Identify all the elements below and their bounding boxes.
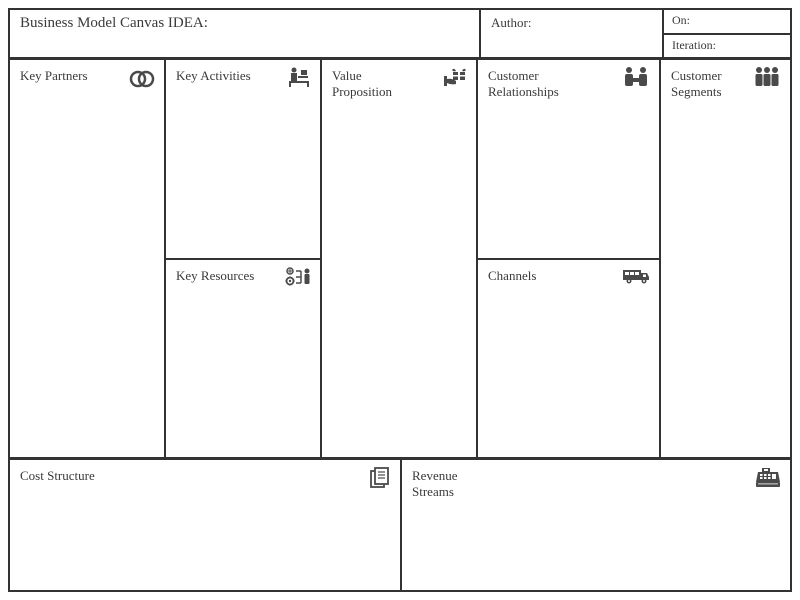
iteration-field: Iteration: [664, 35, 790, 58]
resources-icon [284, 266, 312, 288]
customer-relationships-label: Customer Relationships [488, 68, 568, 101]
business-model-canvas: Business Model Canvas IDEA: Author: On: … [8, 8, 792, 592]
date-field: On: [664, 10, 790, 35]
customer-segments-block: Customer Segments [661, 60, 790, 457]
gift-hand-icon [442, 66, 468, 88]
cost-structure-block: Cost Structure [10, 460, 402, 590]
customer-relationships-block: Customer Relationships [478, 60, 659, 260]
author-field: Author: [481, 10, 664, 57]
people-group-icon [752, 66, 782, 88]
cost-structure-label: Cost Structure [20, 468, 100, 484]
activities-column: Key Activities Key Resources [166, 60, 322, 457]
customer-segments-label: Customer Segments [671, 68, 751, 101]
revenue-streams-block: Revenue Streams [402, 460, 790, 590]
channels-block: Channels [478, 260, 659, 458]
truck-icon [621, 266, 651, 286]
channels-label: Channels [488, 268, 568, 284]
revenue-streams-label: Revenue Streams [412, 468, 492, 501]
handshake-icon [621, 66, 651, 88]
rings-icon [128, 66, 156, 88]
header-row: Business Model Canvas IDEA: Author: On: … [10, 10, 790, 60]
relationships-column: Customer Relationships Channels [478, 60, 661, 457]
middle-row: Key Partners Key Activities [10, 60, 790, 460]
value-proposition-block: Value Proposition [322, 60, 478, 457]
key-activities-label: Key Activities [176, 68, 256, 84]
canvas-title: Business Model Canvas IDEA: [10, 10, 481, 57]
bottom-row: Cost Structure Revenue Streams [10, 460, 790, 590]
key-activities-block: Key Activities [166, 60, 320, 260]
key-resources-label: Key Resources [176, 268, 256, 284]
desk-work-icon [286, 66, 312, 88]
documents-icon [368, 466, 392, 490]
key-partners-block: Key Partners [10, 60, 166, 457]
value-proposition-label: Value Proposition [332, 68, 412, 101]
key-partners-label: Key Partners [20, 68, 100, 84]
cash-register-icon [754, 466, 782, 490]
meta-fields: On: Iteration: [664, 10, 790, 57]
key-resources-block: Key Resources [166, 260, 320, 458]
